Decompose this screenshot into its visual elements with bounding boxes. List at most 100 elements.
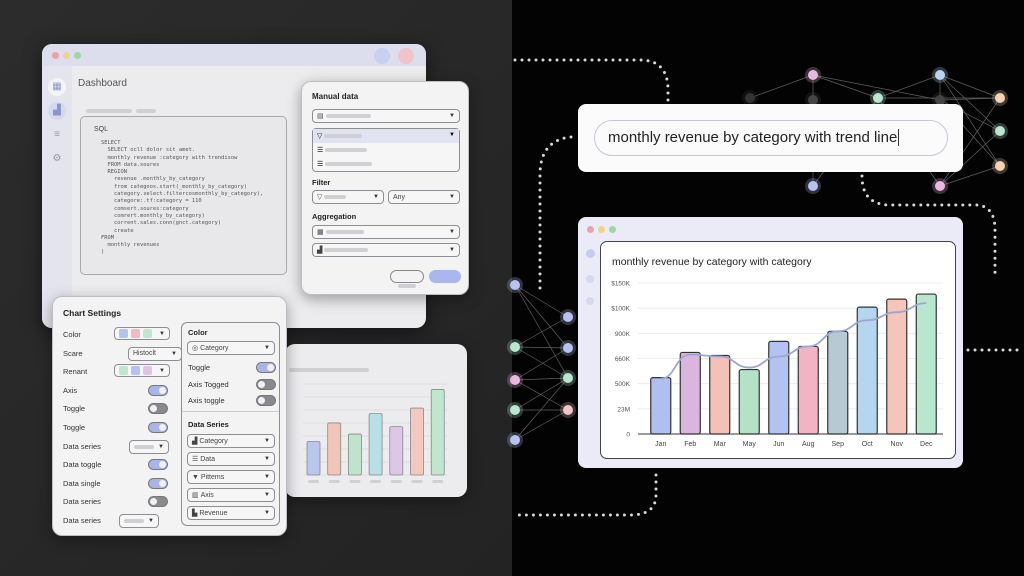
bar-aug[interactable] — [797, 345, 819, 435]
filter-field-select[interactable]: ▽ ▼ — [312, 190, 384, 204]
preview-chart-card — [285, 344, 467, 497]
preview-x-label — [432, 480, 444, 483]
network-edge — [514, 409, 569, 441]
network-node — [745, 93, 755, 103]
series-select[interactable]: ▼ Pittems ▼ — [187, 470, 275, 484]
series-select[interactable]: ▥ Axis ▼ — [187, 488, 275, 502]
nav-dot[interactable] — [586, 249, 595, 258]
setting-toggle[interactable] — [148, 384, 168, 396]
setting-toggle[interactable] — [148, 459, 168, 471]
table-icon: ▦ — [317, 229, 324, 236]
series-select[interactable]: ☰ Data ▼ — [187, 452, 275, 466]
color-swatch[interactable] — [119, 329, 128, 338]
chart-card: monthly revenue by category with categor… — [600, 241, 956, 459]
palette-select[interactable]: ▼ — [114, 364, 170, 378]
filter-value-select[interactable]: Any ▼ — [388, 190, 460, 204]
apply-button[interactable] — [429, 270, 461, 283]
toggle-label: Axis toggle — [188, 396, 225, 406]
minimize-button[interactable] — [63, 52, 70, 59]
bar-dec[interactable] — [915, 293, 937, 435]
maximize-button[interactable] — [609, 226, 616, 233]
network-node — [510, 405, 520, 415]
prompt-text: monthly revenue by category with trend l… — [608, 129, 898, 146]
setting-toggle[interactable] — [148, 496, 168, 508]
bar-jan[interactable] — [650, 377, 672, 435]
color-by-select[interactable]: ◎ Category ▼ — [187, 341, 275, 355]
field-item[interactable]: ▽ ▼ — [313, 129, 459, 143]
color-swatch[interactable] — [143, 329, 152, 338]
aggregation-select[interactable]: ▦ ▼ — [312, 225, 460, 239]
aggregation-label: Aggregation — [312, 212, 357, 221]
field-item[interactable]: ☰ — [317, 160, 373, 168]
setting-select[interactable]: Histoclt ▼ — [128, 346, 182, 361]
network-edge — [514, 346, 569, 349]
setting-label: Renant — [63, 367, 88, 377]
chart-settings-panel: Chart Settings Color ▼ Scare Histoclt ▼ Renan… — [52, 296, 287, 536]
bar-feb[interactable] — [679, 351, 701, 435]
network-node — [510, 375, 520, 385]
close-button[interactable] — [52, 52, 59, 59]
nav-dot[interactable] — [586, 275, 594, 283]
profile-button[interactable] — [398, 48, 414, 64]
network-edge — [939, 165, 1001, 187]
grid-icon[interactable]: ▦ — [48, 78, 66, 96]
sql-code: SELECT SELECT ocll dolor sit amet. month… — [101, 140, 264, 256]
preview-bar — [368, 413, 383, 476]
bar-may[interactable] — [738, 368, 760, 435]
network-node — [510, 342, 520, 352]
bar-nov[interactable] — [886, 298, 908, 435]
bar-sep[interactable] — [827, 330, 849, 435]
bar-chart-icon[interactable]: ▟ — [48, 102, 66, 120]
minimize-button[interactable] — [598, 226, 605, 233]
network-node — [935, 95, 945, 105]
color-swatch[interactable] — [131, 329, 140, 338]
x-tick-label: Aug — [802, 441, 815, 448]
network-edge — [939, 74, 1001, 99]
cancel-button[interactable] — [390, 270, 424, 288]
series-toggle[interactable] — [256, 378, 276, 390]
preview-x-label — [390, 480, 402, 483]
color-swatch[interactable] — [119, 366, 128, 376]
chart-type-select[interactable]: ▟ ▼ — [312, 243, 460, 257]
sql-editor[interactable]: SQL SELECT SELECT ocll dolor sit amet. m… — [80, 116, 287, 275]
palette-select[interactable]: ▼ — [114, 327, 170, 340]
bar-oct[interactable] — [856, 306, 878, 435]
network-node — [995, 126, 1005, 136]
result-window: monthly revenue by category with categor… — [578, 217, 963, 468]
field-item[interactable]: ☰ — [317, 146, 368, 154]
setting-label: Data series — [63, 497, 101, 507]
setting-toggle[interactable] — [148, 403, 168, 415]
setting-select[interactable]: ▼ — [119, 514, 159, 528]
network-node — [808, 70, 818, 80]
filter-icon: ▽ — [317, 133, 323, 140]
gear-icon[interactable]: ⚙ — [52, 153, 62, 164]
series-select[interactable]: ▟ Category ▼ — [187, 434, 275, 448]
color-swatch[interactable] — [131, 366, 140, 376]
maximize-button[interactable] — [74, 52, 81, 59]
title-bar — [42, 44, 426, 66]
series-toggle[interactable] — [256, 395, 276, 407]
series-toggle[interactable] — [256, 362, 276, 373]
avatar[interactable] — [374, 48, 390, 64]
setting-value: Histoclt — [133, 350, 156, 358]
bar-mar[interactable] — [709, 354, 731, 435]
prompt-input[interactable]: monthly revenue by category with trend l… — [594, 120, 948, 156]
field-list[interactable]: ▽ ▼ ☰ ☰ — [312, 128, 460, 172]
setting-label: Color — [63, 330, 81, 339]
source-select[interactable]: ▤ ▼ — [312, 109, 460, 123]
page-title: Dashboard — [78, 78, 127, 89]
close-button[interactable] — [587, 226, 594, 233]
prompt-card: monthly revenue by category with trend l… — [578, 104, 963, 172]
list-icon[interactable]: ≡ — [54, 129, 60, 140]
x-tick-label: Feb — [684, 441, 696, 448]
filter-icon: ▽ — [317, 194, 323, 201]
setting-toggle[interactable] — [148, 422, 168, 433]
color-swatch[interactable] — [143, 366, 152, 376]
manual-data-panel: Manual data ▤ ▼ ▽ ▼ ☰ ☰ Filter ▽ ▼ Any ▼ … — [301, 81, 469, 295]
bar-chart-icon: ▟ — [192, 438, 198, 445]
setting-toggle[interactable] — [148, 477, 168, 489]
revenue-chart: 0 23M 500K 660K 900K $100K $150K Jan Feb Mar May Ju… — [611, 281, 943, 448]
nav-dot[interactable] — [586, 297, 594, 305]
series-select[interactable]: ▙ Revenue ▼ — [187, 506, 275, 520]
setting-select[interactable]: ▼ — [129, 439, 169, 454]
